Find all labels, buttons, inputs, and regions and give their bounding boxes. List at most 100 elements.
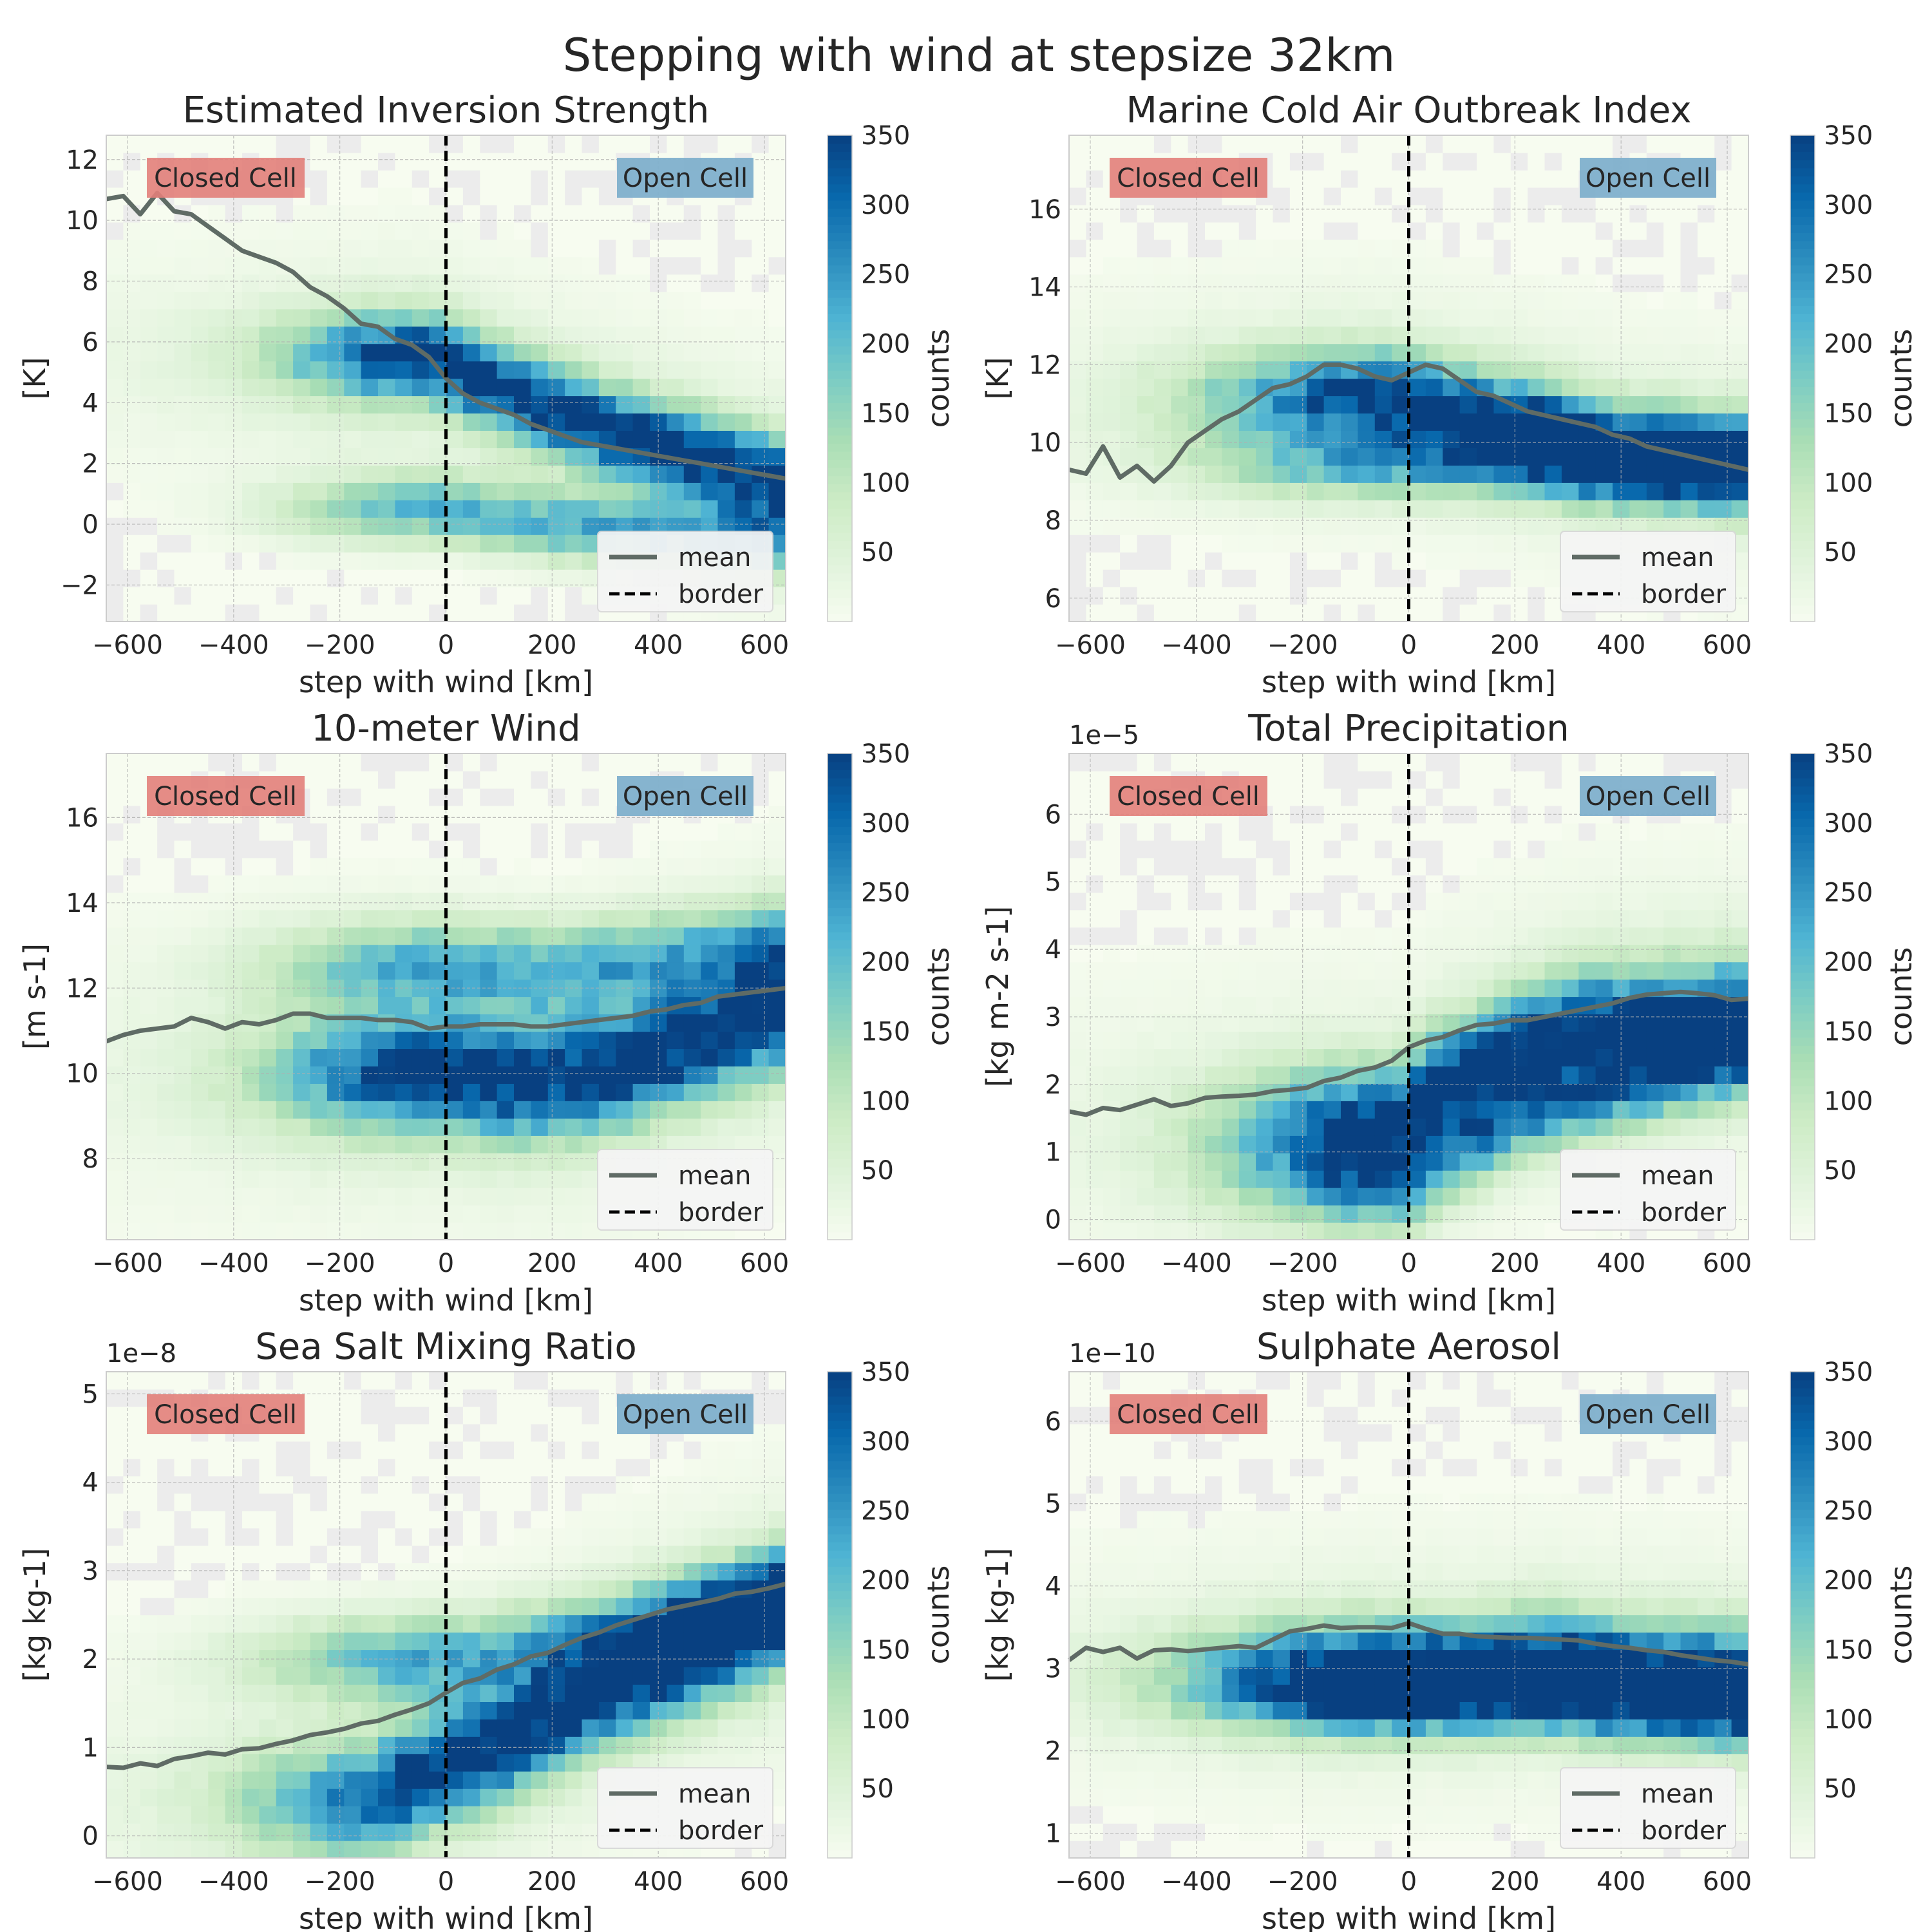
- heatmap-cell: [310, 857, 328, 876]
- heatmap-cell: [1510, 909, 1528, 928]
- heatmap-cell: [1289, 517, 1307, 535]
- heatmap-cell: [191, 1135, 209, 1153]
- heatmap-cell: [1341, 1135, 1358, 1153]
- heatmap-cell: [531, 840, 549, 858]
- heatmap-cell: [1171, 604, 1189, 622]
- heatmap-cell: [1561, 944, 1579, 963]
- heatmap-cell: [1307, 552, 1325, 570]
- heatmap-cell: [446, 840, 464, 858]
- heatmap-cell: [1408, 1135, 1426, 1153]
- heatmap-cell: [242, 535, 260, 553]
- heatmap-cell: [1273, 1048, 1291, 1066]
- heatmap-cell: [582, 135, 600, 153]
- heatmap-cell: [1697, 135, 1715, 153]
- heatmap-cell: [1697, 274, 1715, 292]
- heatmap-cell: [497, 788, 515, 806]
- colorbar-segment: [1790, 1037, 1815, 1046]
- heatmap-cell: [1222, 1153, 1240, 1171]
- heatmap-cell: [531, 961, 549, 980]
- heatmap-cell: [1137, 1153, 1155, 1171]
- heatmap-cell: [514, 361, 531, 379]
- heatmap-cell: [768, 840, 786, 858]
- heatmap-cell: [598, 927, 616, 945]
- heatmap-cell: [1578, 979, 1596, 998]
- heatmap-cell: [344, 378, 362, 397]
- heatmap-cell: [106, 1562, 124, 1581]
- heatmap-cell: [157, 361, 175, 379]
- heatmap-cell: [1120, 552, 1138, 570]
- colorbar-tick-label: 350: [861, 739, 910, 769]
- heatmap-cell: [1493, 840, 1511, 858]
- heatmap-cell: [1103, 1083, 1121, 1101]
- heatmap-cell: [480, 822, 498, 841]
- heatmap-cell: [598, 805, 616, 824]
- heatmap-cell: [1256, 587, 1274, 605]
- heatmap-cell: [344, 1205, 362, 1223]
- heatmap-cell: [106, 1823, 124, 1841]
- heatmap-cell: [1273, 135, 1291, 153]
- heatmap-cell: [1374, 771, 1392, 789]
- heatmap-cell: [1392, 204, 1410, 223]
- heatmap-cell: [1561, 1066, 1579, 1084]
- heatmap-cell: [598, 1118, 616, 1136]
- heatmap-cell: [514, 1188, 531, 1206]
- heatmap-cell: [140, 892, 158, 911]
- colorbar-segment: [1790, 613, 1815, 622]
- heatmap-cell: [582, 961, 600, 980]
- heatmap-cell: [395, 822, 413, 841]
- heatmap-cell: [480, 1066, 498, 1084]
- heatmap-cell: [582, 500, 600, 518]
- heatmap-cell: [106, 753, 124, 772]
- colorbar-segment: [1790, 224, 1815, 233]
- heatmap-cell: [174, 892, 192, 911]
- heatmap-cell: [1205, 326, 1222, 345]
- heatmap-cell: [514, 395, 531, 414]
- heatmap-cell: [1425, 153, 1443, 171]
- heatmap-cell: [1544, 326, 1562, 345]
- heatmap-cell: [565, 1101, 583, 1119]
- heatmap-cell: [650, 326, 667, 345]
- heatmap-cell: [734, 1031, 752, 1049]
- heatmap-cell: [565, 587, 583, 605]
- heatmap-cell: [361, 1188, 379, 1206]
- heatmap-cell: [361, 1048, 379, 1066]
- heatmap-cell: [1731, 378, 1749, 397]
- heatmap-cell: [768, 395, 786, 414]
- heatmap-cell: [1714, 1048, 1732, 1066]
- heatmap-cell: [327, 361, 345, 379]
- heatmap-cell: [1629, 500, 1647, 518]
- heatmap-cell: [327, 187, 345, 205]
- heatmap-cell: [1510, 222, 1528, 240]
- heatmap-cell: [106, 291, 124, 310]
- heatmap-cell: [1595, 500, 1613, 518]
- heatmap-cell: [1307, 569, 1325, 587]
- heatmap-cell: [1544, 239, 1562, 258]
- heatmap-cell: [412, 274, 430, 292]
- heatmap-cell: [1493, 1048, 1511, 1066]
- heatmap-cell: [191, 1222, 209, 1240]
- heatmap-cell: [1289, 430, 1307, 448]
- heatmap-cell: [1323, 535, 1341, 553]
- heatmap-cell: [1103, 395, 1121, 414]
- heatmap-cell: [734, 361, 752, 379]
- heatmap-cell: [1629, 961, 1647, 980]
- heatmap-cell: [106, 1841, 124, 1859]
- heatmap-cell: [565, 465, 583, 483]
- heatmap-cell: [1528, 604, 1546, 622]
- heatmap-cell: [1680, 378, 1698, 397]
- heatmap-cell: [1714, 771, 1732, 789]
- heatmap-cell: [1137, 361, 1155, 379]
- heatmap-cell: [378, 788, 395, 806]
- heatmap-cell: [1374, 892, 1392, 911]
- heatmap-cell: [1341, 569, 1358, 587]
- heatmap-cell: [1459, 961, 1477, 980]
- heatmap-cell: [1137, 892, 1155, 911]
- heatmap-cell: [1714, 395, 1732, 414]
- heatmap-cell: [1341, 308, 1358, 327]
- heatmap-cell: [123, 1841, 141, 1859]
- x-tick-label: −600: [1055, 1249, 1126, 1278]
- heatmap-cell: [412, 1083, 430, 1101]
- heatmap-cell: [310, 1153, 328, 1171]
- heatmap-cell: [1103, 413, 1121, 431]
- heatmap-cell: [140, 430, 158, 448]
